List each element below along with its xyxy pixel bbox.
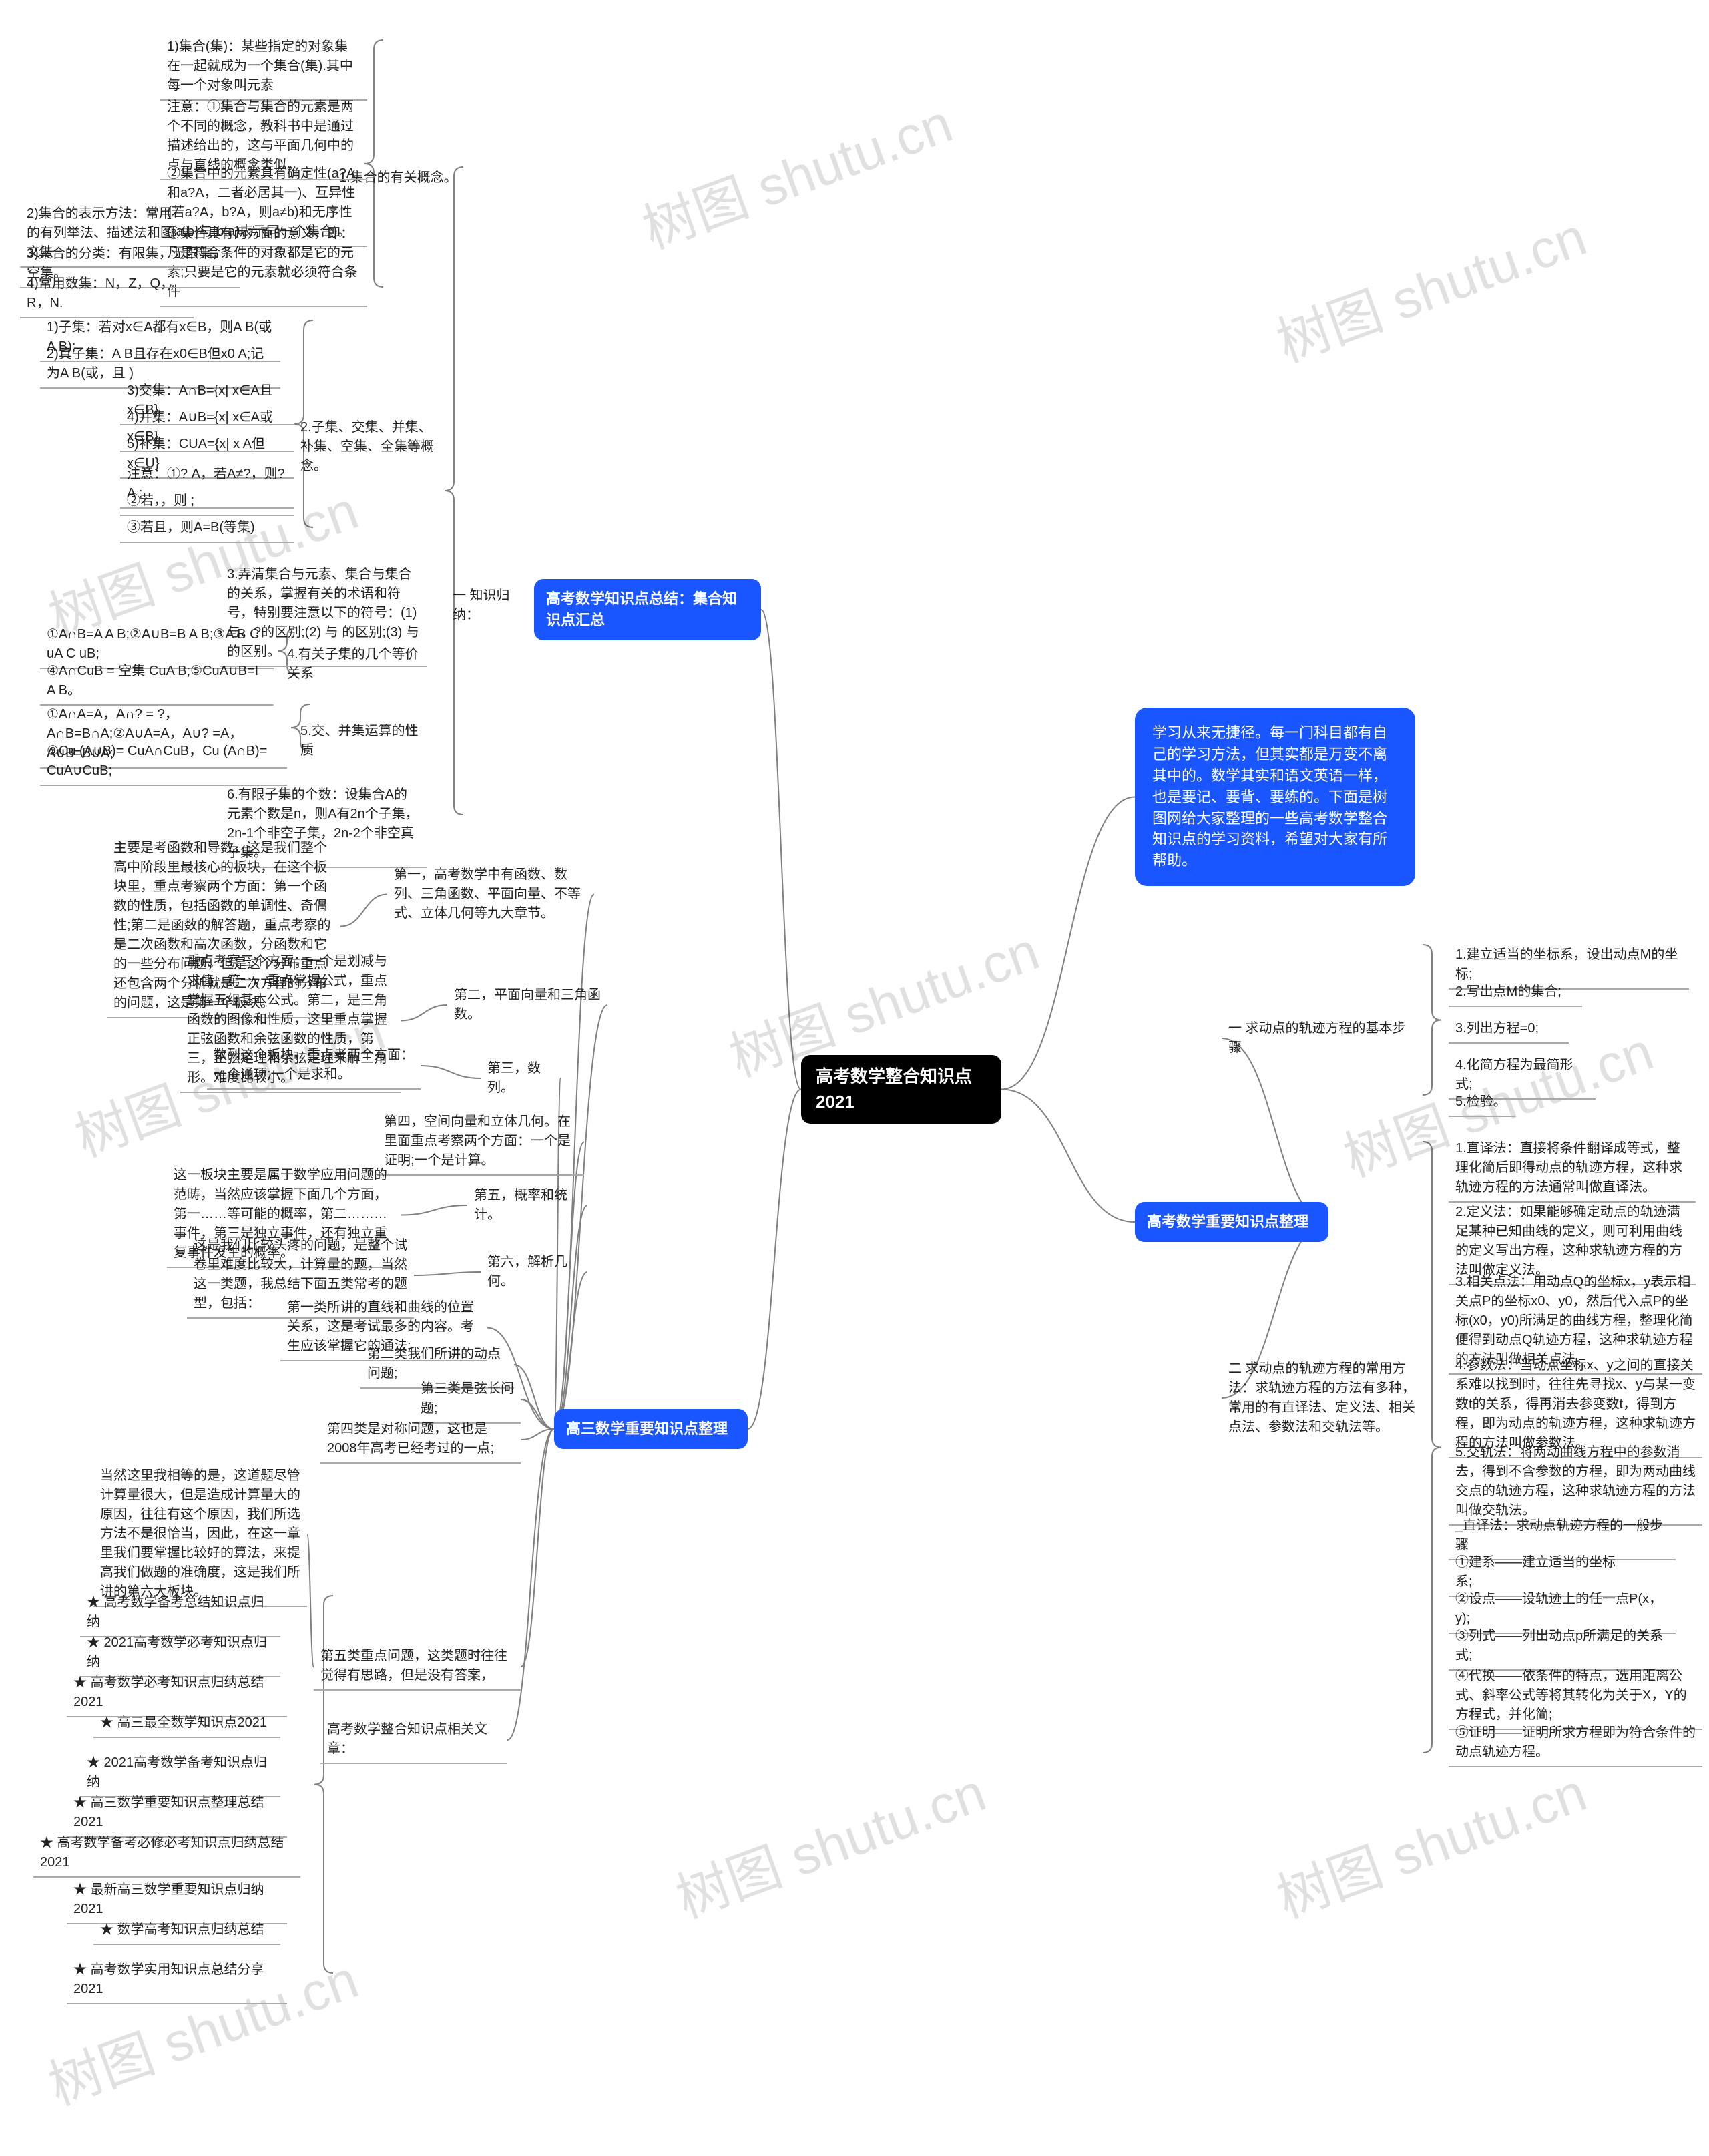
node-b1: 第一，高考数学中有函数、数列、三角函数、平面向量、不等式、立体几何等九大章节。 [387,861,594,927]
node-c1_5: 5.检验。 [1449,1088,1515,1117]
node-center: 高考数学整合知识点2021 [801,1055,1001,1124]
node-b3: 第三，数列。 [481,1055,561,1102]
node-a2_8: ③若且，则A=B(等集) [120,514,294,543]
watermark: 树图 shutu.cn [1265,194,1596,378]
node-c2_1: 1.直译法：直接将条件翻译成等式，整理化简后即得动点的轨迹方程，这种求轨迹方程的… [1449,1135,1696,1203]
node-a4: 4.有关子集的几个等价关系 [280,641,434,688]
node-b6: 第六，解析几何。 [481,1249,587,1295]
node-b2: 第二，平面向量和三角函数。 [447,982,607,1028]
node-blueA: 高考数学知识点总结：集合知识点汇总 [534,579,761,640]
node-c1: 一 求动点的轨迹方程的基本步骤 [1222,1015,1415,1062]
watermark: 树图 shutu.cn [631,81,961,264]
node-a4_2: ④A∩CuB = 空集 CuA B;⑤CuA∪B=I A B。 [40,658,274,706]
node-a2_7: ②若，，则 ; [120,487,294,516]
node-a1_1: 1)集合(集)：某些指定的对象集在一起就成为一个集合(集).其中每一个对象叫元素 [160,33,367,101]
node-c2: 二 求动点的轨迹方程的常用方法：求轨迹方程的方法有多种，常用的有直译法、定义法、… [1222,1355,1422,1441]
node-a1d: 4)常用数集：N，Z，Q，R，N. [20,270,194,318]
watermark: 树图 shutu.cn [1265,1750,1596,1934]
node-bl4: ★ 高三最全数学知识点2021 [93,1709,280,1738]
node-b3_1: 数列这个板块，重点考两个方面：一个通项;一个是求和。 [207,1042,421,1090]
node-bl9: ★ 数学高考知识点归纳总结 [93,1916,280,1945]
node-c2_11: ⑤证明——证明所求方程即为符合条件的动点轨迹方程。 [1449,1719,1702,1767]
node-a_hub: 一 知识归纳： [446,582,539,629]
node-bl7: ★ 高考数学备考必修必考知识点归纳总结2021 [33,1829,300,1878]
node-a5_2: ③Cu (A∪B)= CuA∩CuB，Cu (A∩B)= CuA∪CuB; [40,738,287,786]
node-blueB: 高三数学重要知识点整理 [554,1409,748,1449]
watermark: 树图 shutu.cn [664,1750,995,1934]
node-blist: 高考数学整合知识点相关文章： [320,1716,507,1764]
node-intro: 学习从来无捷径。每一门科目都有自己的学习方法，但其实都是万变不离其中的。数学其实… [1135,708,1415,886]
node-b6_d: 第四类是对称问题，这也是2008年高考已经考过的一点; [320,1416,521,1464]
node-b6_e1: 当然这里我相等的是，这道题尽管计算量很大，但是造成计算量大的原因，往往有这个原因… [93,1462,307,1607]
node-a5: 5.交、并集运算的性质 [294,718,427,765]
node-c1_2: 2.写出点M的集合; [1449,978,1582,1007]
node-b4: 第四，空间向量和立体几何。在里面重点考察两个方面：一个是证明;一个是计算。 [377,1108,584,1176]
node-bl10: ★ 高考数学实用知识点总结分享2021 [67,1956,287,2004]
node-a2: 2.子集、交集、并集、补集、空集、全集等概念。 [294,414,447,480]
node-b5: 第五，概率和统计。 [467,1182,587,1229]
node-blueC: 高考数学重要知识点整理 [1135,1202,1328,1242]
node-b6_e: 第五类重点问题，这类题时往往觉得有思路，但是没有答案， [314,1643,521,1691]
node-c1_3: 3.列出方程=0; [1449,1015,1569,1044]
